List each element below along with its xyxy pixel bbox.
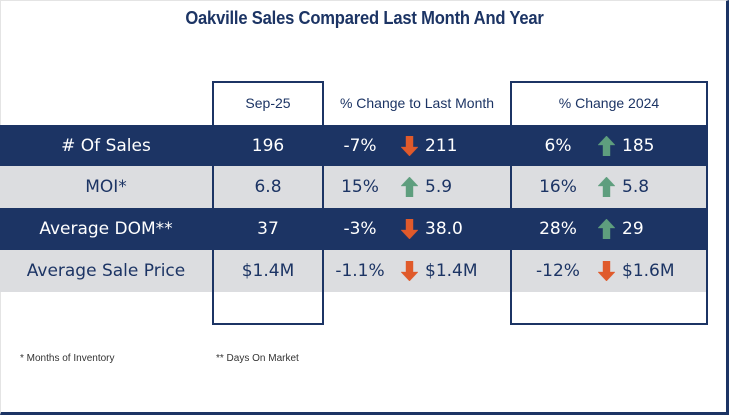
header-month-change: % Change to Last Month (339, 95, 495, 111)
report-title: Oakville Sales Compared Last Month And Y… (185, 8, 544, 28)
month-change-percent: -3% (343, 219, 377, 239)
arrow-up-icon (401, 177, 418, 197)
current-value: 37 (257, 219, 279, 239)
column-divider (212, 166, 214, 208)
table-row: Average DOM** 37 -3% 38.0 28% 29 (0, 208, 708, 250)
column-divider (322, 125, 324, 167)
arrow-down-icon (401, 136, 418, 156)
year-change-percent: -12% (536, 261, 580, 281)
current-value: 196 (251, 136, 285, 156)
arrow-down-icon (401, 219, 418, 239)
month-change-arrow (395, 208, 423, 250)
footnote-dom: ** Days On Market (216, 353, 299, 364)
footnote-moi: * Months of Inventory (20, 353, 115, 364)
year-change-arrow (592, 250, 620, 292)
last-month-value: 38.0 (425, 219, 463, 239)
month-change-percent: -7% (343, 136, 377, 156)
column-divider (706, 166, 708, 208)
column-divider (510, 166, 512, 208)
column-divider (322, 250, 324, 292)
table-row: Average Sale Price $1.4M -1.1% $1.4M -12% $1.… (0, 250, 708, 292)
year-change-arrow (592, 166, 620, 208)
header-year-change: % Change 2024 (558, 95, 660, 111)
month-change-arrow (395, 166, 423, 208)
column-divider (322, 208, 324, 250)
header-current-month: Sep-25 (245, 95, 291, 111)
month-change-arrow (395, 250, 423, 292)
column-divider (706, 208, 708, 250)
table-row: # Of Sales 196 -7% 211 6% 185 (0, 125, 708, 167)
row-label: # Of Sales (61, 136, 151, 156)
current-value: $1.4M (241, 261, 295, 281)
year-change-arrow (592, 125, 620, 167)
column-divider (510, 250, 512, 292)
last-year-value: 29 (622, 219, 644, 239)
last-year-value: 185 (622, 136, 655, 156)
month-change-percent: -1.1% (335, 261, 385, 281)
year-change-percent: 16% (539, 177, 577, 197)
column-divider (706, 125, 708, 167)
last-year-value: 5.8 (622, 177, 650, 197)
row-label: MOI* (85, 177, 127, 197)
current-value: 6.8 (254, 177, 282, 197)
year-change-percent: 28% (539, 219, 577, 239)
column-divider (510, 125, 512, 167)
column-divider (212, 208, 214, 250)
last-month-value: $1.4M (425, 261, 478, 281)
row-label: Average DOM** (39, 219, 173, 239)
arrow-up-icon (598, 219, 615, 239)
month-change-percent: 15% (341, 177, 379, 197)
month-change-arrow (395, 125, 423, 167)
row-label: Average Sale Price (26, 261, 186, 281)
arrow-up-icon (598, 177, 615, 197)
arrow-down-icon (401, 261, 418, 281)
last-year-value: $1.6M (622, 261, 675, 281)
table-row: MOI* 6.8 15% 5.9 16% 5.8 (0, 166, 708, 208)
column-divider (510, 208, 512, 250)
last-month-value: 5.9 (425, 177, 453, 197)
last-month-value: 211 (425, 136, 458, 156)
arrow-up-icon (598, 136, 615, 156)
column-divider (212, 250, 214, 292)
year-change-arrow (592, 208, 620, 250)
column-divider (322, 166, 324, 208)
column-divider (706, 250, 708, 292)
year-change-percent: 6% (544, 136, 572, 156)
column-divider (212, 125, 214, 167)
arrow-down-icon (598, 261, 615, 281)
